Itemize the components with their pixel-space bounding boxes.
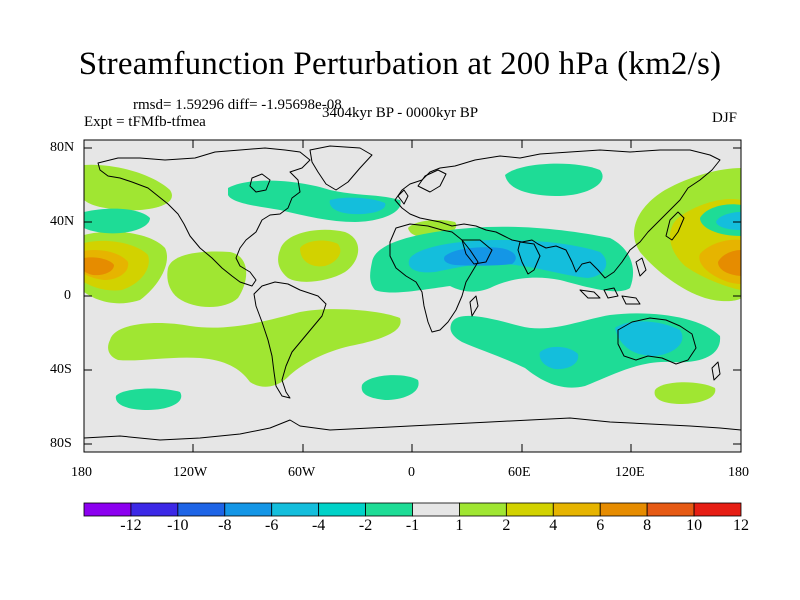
coast-eurasia xyxy=(394,149,721,279)
colorbar-swatch xyxy=(412,502,460,517)
lon-label-120w: 120W xyxy=(173,465,208,480)
contour-epac-pos xyxy=(167,251,247,307)
lat-label-80s: 80S xyxy=(50,436,72,451)
contour-sio-neg-core xyxy=(539,346,579,370)
contour-satl-neg xyxy=(361,375,419,400)
experiment-label: Expt = tFMfb-tfmea xyxy=(84,114,206,130)
colorbar-swatch xyxy=(224,502,273,517)
contour-nz-pos xyxy=(654,382,716,404)
colorbar-label: -12 xyxy=(120,517,142,534)
lat-label-40s: 40S xyxy=(50,362,72,377)
coast-india xyxy=(517,241,541,275)
lon-label-60w: 60W xyxy=(288,465,316,480)
colorbar-label: -8 xyxy=(218,517,232,534)
contour-natl-neg-core xyxy=(329,197,386,215)
colorbar-swatch xyxy=(318,502,366,517)
contour-spac-pos xyxy=(108,309,401,387)
contour-nwpac-pos-max xyxy=(718,250,741,276)
colorbar-swatch xyxy=(646,502,695,517)
contour-nepac-neg-right-core xyxy=(716,212,741,230)
period-label: 3404kyr BP - 0000kyr BP xyxy=(322,105,479,121)
coast-indonesia-1 xyxy=(579,289,601,299)
colorbar-swatch xyxy=(693,502,742,517)
colorbar-swatch xyxy=(130,502,179,517)
colorbar-swatch xyxy=(505,502,554,517)
colorbar-swatch xyxy=(271,502,320,517)
colorbar-label: 12 xyxy=(733,517,749,534)
contour-pac-left-max xyxy=(84,257,114,276)
contour-fills xyxy=(84,163,741,410)
axis-ticks xyxy=(84,140,741,452)
colorbar-label: -6 xyxy=(265,517,279,534)
colorbar-label: -1 xyxy=(405,517,420,534)
coast-japan xyxy=(665,211,685,241)
coast-hudson-bay xyxy=(249,173,271,193)
lat-label-40n: 40N xyxy=(50,214,75,229)
coast-north-america xyxy=(97,147,311,287)
contour-npac-pos-outer xyxy=(84,164,172,211)
coast-new-zealand xyxy=(711,361,721,381)
colorbar-label: -4 xyxy=(311,517,326,534)
coast-africa xyxy=(389,223,479,333)
coast-madagascar xyxy=(469,295,479,317)
colorbar-swatch xyxy=(83,502,132,517)
coast-philippines xyxy=(635,257,647,277)
colorbar-swatch xyxy=(177,502,226,517)
colorbar-label: 4 xyxy=(549,517,558,534)
coast-antarctica xyxy=(84,417,741,441)
coast-australia xyxy=(617,317,697,365)
coastlines xyxy=(84,145,741,441)
map-plot xyxy=(84,140,741,452)
contour-io-neg-core xyxy=(444,247,516,266)
stats-label: rmsd= 1.59296 diff= -1.95698e-08 xyxy=(133,97,342,113)
contour-atl-trop-pos-core xyxy=(300,240,341,267)
colorbar-label: -10 xyxy=(167,517,189,534)
colorbar-swatch xyxy=(552,502,601,517)
colorbar-label: 8 xyxy=(643,517,652,534)
colorbar-swatch xyxy=(599,502,648,517)
contour-nepac-neg xyxy=(84,208,150,234)
contour-arctic-neg xyxy=(505,163,603,196)
coast-indonesia-2 xyxy=(603,287,619,299)
colorbar-swatch xyxy=(365,502,413,517)
lat-label-0: 0 xyxy=(64,288,71,303)
lat-label-80n: 80N xyxy=(50,140,75,155)
colorbar-swatch xyxy=(459,502,507,517)
colorbar-label: 1 xyxy=(455,517,464,534)
colorbar-label: 10 xyxy=(686,517,703,534)
contour-spac-neg xyxy=(115,388,182,410)
season-label: DJF xyxy=(712,110,738,126)
contour-aus-neg-core xyxy=(615,321,683,356)
colorbar-label: 2 xyxy=(502,517,511,534)
colorbar-label: 6 xyxy=(596,517,605,534)
lon-label-180e: 180 xyxy=(728,465,749,480)
lon-label-60e: 60E xyxy=(508,465,531,480)
coast-south-america xyxy=(253,281,327,399)
coast-arabia xyxy=(461,239,493,265)
coast-scandinavia xyxy=(417,169,447,193)
coast-indonesia-3 xyxy=(621,295,641,305)
lon-label-180w: 180 xyxy=(71,465,92,480)
colorbar xyxy=(83,502,742,517)
lon-label-120e: 120E xyxy=(615,465,645,480)
coast-greenland xyxy=(309,145,373,191)
coast-british-isles xyxy=(397,189,409,205)
colorbar-label: -2 xyxy=(358,517,373,534)
figure-title: Streamfunction Perturbation at 200 hPa (… xyxy=(78,46,722,82)
lon-label-0: 0 xyxy=(408,465,415,480)
